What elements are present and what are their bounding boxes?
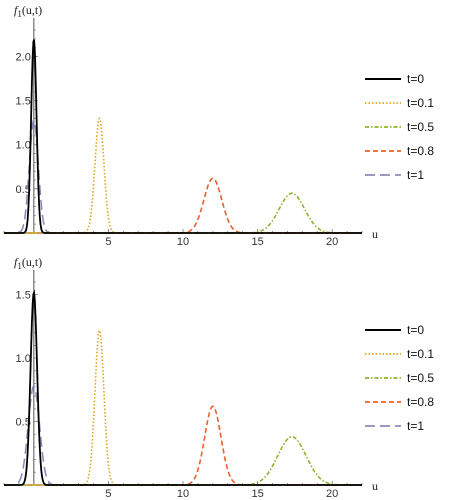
x-tick-label: 20 bbox=[326, 236, 338, 248]
x-axis-label: u bbox=[372, 479, 378, 493]
y-tick-label: 0.5 bbox=[16, 184, 31, 196]
y-tick-label: 0.5 bbox=[16, 417, 31, 429]
series-line bbox=[4, 39, 362, 234]
y-tick-label: 2.0 bbox=[16, 51, 31, 63]
legend-label: t=0 bbox=[407, 323, 424, 337]
legend-label: t=0.8 bbox=[407, 144, 434, 158]
y-axis-label: f1(u,t) bbox=[14, 3, 42, 19]
y-tick-label: 1.0 bbox=[16, 353, 31, 365]
x-tick-label: 15 bbox=[251, 488, 263, 500]
series-line bbox=[4, 192, 362, 234]
x-tick-label: 15 bbox=[251, 236, 263, 248]
y-tick-label: 1.0 bbox=[16, 140, 31, 152]
x-tick-label: 5 bbox=[105, 236, 111, 248]
series-line bbox=[4, 289, 362, 486]
legend-label: t=0.8 bbox=[407, 395, 434, 409]
x-tick-label: 10 bbox=[177, 488, 189, 500]
y-axis-label: f1(u,t) bbox=[14, 255, 42, 271]
x-tick-label: 5 bbox=[105, 488, 111, 500]
legend-label: t=0.5 bbox=[407, 120, 434, 134]
x-axis-label: u bbox=[372, 227, 378, 241]
x-tick-label: 10 bbox=[177, 236, 189, 248]
legend-label: t=0.1 bbox=[407, 96, 434, 110]
series-line bbox=[4, 177, 362, 234]
x-tick-label: 20 bbox=[326, 488, 338, 500]
y-tick-label: 1.5 bbox=[16, 96, 31, 108]
legend-label: t=0.5 bbox=[407, 371, 434, 385]
series-line bbox=[4, 385, 362, 486]
legend-label: t=1 bbox=[407, 168, 424, 182]
series-line bbox=[4, 405, 362, 486]
legend-label: t=0.1 bbox=[407, 347, 434, 361]
y-tick-label: 1.5 bbox=[16, 290, 31, 302]
chart-top: 5 10 15 20 0.5 1.0 1.5 2.0 f1(u,t) u t=0 t=0.1 t=0.5… bbox=[3, 3, 434, 248]
legend-label: t=1 bbox=[407, 419, 424, 433]
legend-label: t=0 bbox=[407, 72, 424, 86]
series-line bbox=[4, 435, 362, 486]
chart-bottom: 5 10 15 20 0.5 1.0 1.5 f1(u,t) u t=0 t=0.1 t=0.5 t=0… bbox=[3, 255, 434, 500]
